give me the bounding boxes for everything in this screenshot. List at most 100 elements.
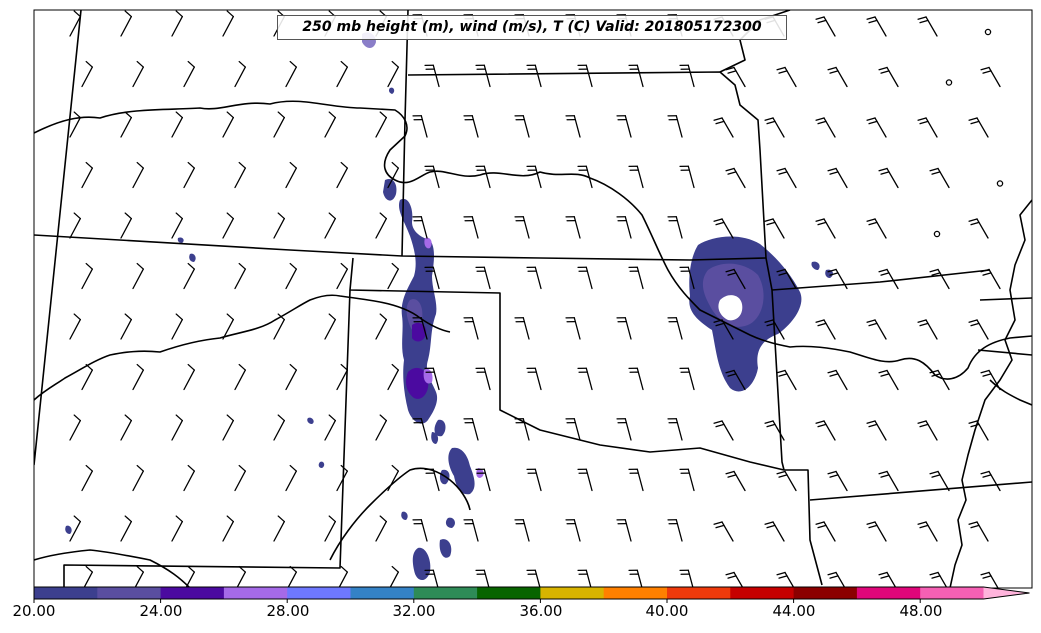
wind-barb-icon [776, 369, 797, 391]
wind-barb-icon [917, 420, 938, 441]
wind-barb-icon [878, 167, 899, 189]
colorbar-segment [34, 587, 98, 599]
state-border [63, 289, 351, 588]
wind-barbs [69, 10, 1004, 588]
wind-barb-icon [917, 16, 938, 37]
wind-barb-icon [81, 60, 93, 88]
wind-barb-icon [387, 565, 399, 588]
wind-barb-icon [324, 414, 336, 441]
wind-barb-icon [776, 167, 797, 189]
temperature-fill-region [718, 295, 743, 321]
wind-barb-icon [424, 367, 440, 391]
colorbar-segment [413, 587, 478, 599]
wind-barb-icon [968, 319, 989, 340]
wind-barb-icon [120, 111, 132, 138]
wind-barb-icon [980, 66, 1001, 88]
wind-barb-icon [475, 165, 491, 189]
wind-barb-icon [929, 470, 950, 492]
wind-barb-icon [183, 464, 195, 492]
wind-barb-icon [628, 165, 644, 189]
wind-barb-icon [132, 161, 144, 189]
wind-barb-icon [475, 367, 491, 391]
wind-barb-icon [222, 414, 234, 441]
wind-barb-icon [577, 64, 593, 88]
wind-barb-icon [713, 420, 734, 441]
wind-barb-icon [667, 317, 683, 340]
wind-barb-icon [980, 268, 1001, 290]
wind-barb-icon [183, 161, 195, 189]
colorbar-tick-label: 44.00 [772, 602, 816, 620]
wind-barb-icon [713, 319, 734, 340]
wind-barb-icon [815, 117, 836, 138]
wind-barb-icon [565, 317, 581, 340]
wind-barb-icon [336, 565, 348, 588]
wind-barb-icon [273, 414, 285, 441]
wind-barb-icon [815, 218, 836, 239]
wind-barb-icon [222, 111, 234, 138]
wind-barb-icon [324, 111, 336, 138]
wind-barb-icon [375, 313, 387, 340]
wind-barb-icon [375, 212, 387, 239]
colorbar-tick-label: 20.00 [12, 602, 56, 620]
wind-barb-icon [463, 519, 479, 542]
wind-barb-icon [713, 218, 734, 239]
wind-barb-icon [324, 212, 336, 239]
height-contour-south [34, 294, 451, 401]
wind-barb-icon [285, 363, 297, 391]
wind-barb-icon [234, 565, 246, 588]
wind-barb-icon [713, 521, 734, 542]
map-title: 250 mb height (m), wind (m/s), T (C) Val… [277, 15, 787, 40]
wind-barb-icon [577, 165, 593, 189]
wind-barb-icon [387, 262, 399, 290]
wind-barb-icon [475, 64, 491, 88]
calm-circle-icon [996, 180, 1004, 187]
wind-barb-icon [929, 167, 950, 189]
wind-barb-icon [776, 470, 797, 492]
wind-barb-icon [866, 319, 887, 340]
wind-barb-icon [234, 262, 246, 290]
wind-barb-icon [336, 262, 348, 290]
wind-barb-icon [764, 420, 785, 441]
wind-barb-icon [764, 117, 785, 138]
wind-barb-icon [463, 216, 479, 239]
wind-barb-icon [514, 317, 530, 340]
wind-barb-icon [273, 515, 285, 542]
wind-barb-icon [463, 317, 479, 340]
wind-barb-icon [222, 515, 234, 542]
colorbar-segment [160, 587, 225, 599]
wind-barb-icon [679, 64, 695, 88]
wind-barb-icon [679, 367, 695, 391]
wind-barb-icon [526, 468, 542, 492]
temperature-fill-region [406, 367, 429, 399]
temperature-fill-region [448, 447, 475, 495]
wind-barb-icon [917, 521, 938, 542]
wind-barb-icon [725, 571, 746, 588]
wind-barb-icon [183, 565, 195, 588]
wind-barb-icon [929, 369, 950, 391]
wind-barb-icon [616, 519, 632, 542]
wind-barb-icon [132, 262, 144, 290]
temperature-fill-region [65, 525, 72, 534]
temperature-fill-region [318, 461, 325, 468]
wind-barb-icon [171, 10, 183, 37]
wind-barb-icon [387, 363, 399, 391]
colorbar-tick-label: 28.00 [266, 602, 310, 620]
temperature-fill-region [445, 517, 455, 528]
wind-barb-icon [375, 111, 387, 138]
wind-barb-icon [968, 117, 989, 138]
wind-barb-icon [616, 317, 632, 340]
wind-barb-icon [412, 216, 428, 239]
wind-barb-icon [69, 10, 81, 37]
wind-barb-icon [776, 268, 797, 290]
wind-barb-icon [120, 313, 132, 340]
height-contour-mid [329, 467, 471, 561]
colorbar-segment [350, 587, 415, 599]
wind-barb-icon [412, 317, 428, 340]
temperature-fill-region [412, 322, 427, 342]
wind-barb-icon [273, 313, 285, 340]
colorbar-segment [223, 587, 288, 599]
colorbar-tick-label: 48.00 [899, 602, 943, 620]
wind-barb-icon [132, 60, 144, 88]
calm-circle-icon [933, 230, 941, 238]
